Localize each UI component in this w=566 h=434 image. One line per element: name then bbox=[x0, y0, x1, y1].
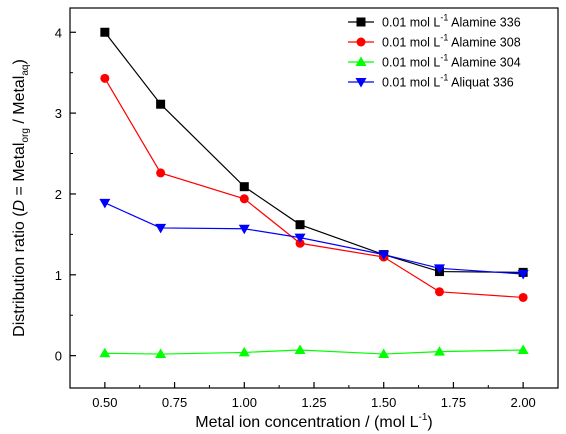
data-point bbox=[239, 194, 249, 204]
x-tick-label: 1.75 bbox=[441, 395, 466, 410]
data-point bbox=[155, 348, 167, 359]
x-tick-label: 1.25 bbox=[301, 395, 326, 410]
data-point bbox=[99, 347, 111, 358]
data-point bbox=[518, 292, 528, 302]
legend-label: 0.01 mol L-1 Alamine 304 bbox=[382, 53, 521, 70]
data-point bbox=[517, 344, 529, 354]
series-line bbox=[104, 349, 524, 355]
data-point bbox=[238, 224, 250, 235]
legend-item: 0.01 mol L-1 Aliquat 336 bbox=[348, 73, 514, 90]
data-point bbox=[434, 287, 444, 297]
legend: 0.01 mol L-1 Alamine 336 0.01 mol L-1 Ala… bbox=[348, 13, 521, 90]
data-point bbox=[239, 182, 249, 192]
legend-label: 0.01 mol L-1 Alamine 308 bbox=[382, 33, 521, 50]
x-tick-label: 1.50 bbox=[371, 395, 396, 410]
y-tick-label: 0 bbox=[55, 349, 62, 364]
legend-marker bbox=[355, 78, 367, 88]
data-point bbox=[433, 264, 445, 274]
data-point bbox=[378, 250, 390, 261]
x-tick-label: 2.00 bbox=[510, 395, 535, 410]
legend-marker bbox=[355, 56, 367, 66]
legend-marker bbox=[356, 37, 366, 47]
y-tick-label: 3 bbox=[55, 106, 62, 121]
series-3 bbox=[99, 344, 529, 359]
y-axis-label: Distribution ratio (D = Metalorg / Metal… bbox=[11, 59, 31, 337]
data-point bbox=[294, 233, 306, 244]
y-tick-label: 2 bbox=[55, 187, 62, 202]
series-layer bbox=[99, 27, 529, 359]
data-point bbox=[156, 99, 166, 109]
legend-marker bbox=[356, 17, 366, 27]
data-point bbox=[378, 348, 390, 359]
data-point bbox=[433, 346, 445, 356]
data-point bbox=[99, 198, 111, 209]
y-axis: 0 1 2 3 4 bbox=[55, 25, 76, 364]
x-tick-label: 0.50 bbox=[92, 395, 117, 410]
legend-item: 0.01 mol L-1 Alamine 308 bbox=[348, 33, 521, 50]
series-4 bbox=[99, 198, 529, 280]
data-point bbox=[294, 344, 306, 354]
y-tick-label: 1 bbox=[55, 268, 62, 283]
series-line bbox=[104, 202, 524, 275]
legend-item: 0.01 mol L-1 Alamine 336 bbox=[348, 13, 521, 30]
legend-item: 0.01 mol L-1 Alamine 304 bbox=[348, 53, 521, 70]
data-point bbox=[295, 220, 305, 230]
data-point bbox=[238, 346, 250, 357]
data-point bbox=[155, 223, 167, 234]
data-point bbox=[295, 238, 305, 248]
data-point bbox=[100, 73, 110, 83]
series-2 bbox=[100, 73, 528, 302]
data-point bbox=[156, 168, 166, 178]
legend-label: 0.01 mol L-1 Alamine 336 bbox=[382, 13, 521, 30]
x-axis-label: Metal ion concentration / (mol L-1) bbox=[195, 412, 432, 431]
x-tick-label: 0.75 bbox=[162, 395, 187, 410]
data-point bbox=[100, 27, 110, 37]
x-tick-label: 1.00 bbox=[232, 395, 257, 410]
y-tick-label: 4 bbox=[55, 25, 62, 40]
data-point bbox=[517, 270, 529, 280]
x-axis: 0.50 0.75 1.00 1.25 1.50 1.75 2.00 bbox=[92, 382, 536, 410]
legend-label: 0.01 mol L-1 Aliquat 336 bbox=[382, 73, 514, 90]
